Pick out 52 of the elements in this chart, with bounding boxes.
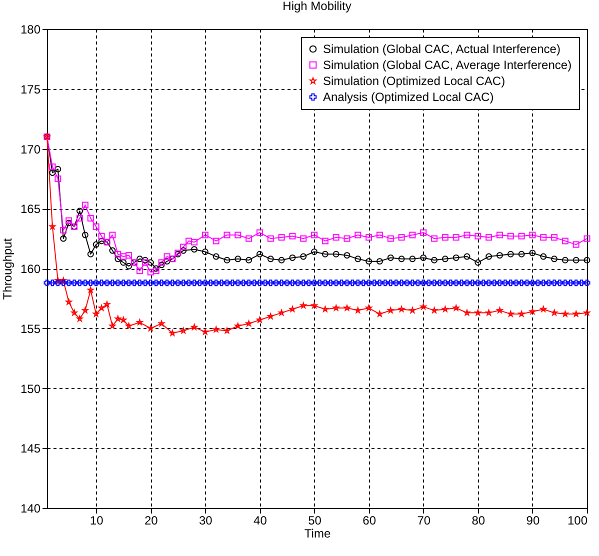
x-tick-label: 40 bbox=[254, 514, 268, 528]
point bbox=[398, 306, 405, 312]
point bbox=[104, 301, 110, 308]
y-tick-label: 140 bbox=[20, 502, 41, 516]
point bbox=[409, 307, 416, 314]
x-tick-label: 20 bbox=[144, 514, 158, 528]
x-tick-label: 60 bbox=[362, 514, 376, 528]
point bbox=[572, 310, 580, 317]
point bbox=[278, 310, 285, 316]
y-tick-label: 150 bbox=[20, 382, 41, 396]
legend-label: Simulation (Global CAC, Average Interference) bbox=[323, 58, 572, 72]
y-tick-label: 175 bbox=[20, 82, 41, 96]
point bbox=[354, 307, 362, 314]
y-tick-label: 170 bbox=[20, 142, 41, 156]
x-tick-label: 70 bbox=[417, 514, 431, 528]
y-tick-label: 155 bbox=[20, 322, 41, 336]
chart-title: High Mobility bbox=[282, 0, 352, 13]
y-tick-label: 145 bbox=[20, 442, 41, 456]
y-tick-label: 160 bbox=[20, 262, 41, 276]
point bbox=[529, 308, 536, 314]
point bbox=[224, 328, 230, 334]
point bbox=[518, 310, 525, 317]
x-tick-label: 90 bbox=[526, 514, 540, 528]
x-tick-label: 10 bbox=[90, 514, 104, 528]
point bbox=[234, 322, 242, 329]
legend-label: Analysis (Optimized Local CAC) bbox=[323, 90, 494, 104]
point bbox=[584, 310, 590, 316]
point bbox=[92, 310, 100, 317]
point bbox=[464, 310, 470, 316]
point bbox=[98, 304, 105, 311]
point bbox=[49, 223, 56, 230]
y-tick-label: 180 bbox=[20, 22, 41, 36]
point bbox=[54, 277, 62, 284]
x-axis-title: Time bbox=[304, 526, 331, 540]
point bbox=[474, 310, 482, 316]
x-tick-label: 50 bbox=[308, 514, 322, 528]
point bbox=[114, 316, 122, 322]
y-axis-title: Throughput bbox=[0, 238, 14, 300]
point bbox=[212, 326, 220, 332]
point bbox=[158, 320, 165, 326]
point bbox=[169, 330, 176, 336]
point bbox=[452, 304, 460, 311]
point bbox=[289, 306, 296, 312]
y-tick-label: 165 bbox=[20, 202, 41, 216]
x-tick-label: 80 bbox=[472, 514, 486, 528]
legend-label: Simulation (Optimized Local CAC) bbox=[323, 74, 506, 88]
x-tick-label: 100 bbox=[567, 514, 588, 528]
legend-label: Simulation (Global CAC, Actual Interference) bbox=[323, 42, 560, 56]
point bbox=[109, 322, 116, 329]
x-tick-label: 30 bbox=[199, 514, 213, 528]
point bbox=[344, 304, 350, 311]
point bbox=[332, 304, 340, 311]
